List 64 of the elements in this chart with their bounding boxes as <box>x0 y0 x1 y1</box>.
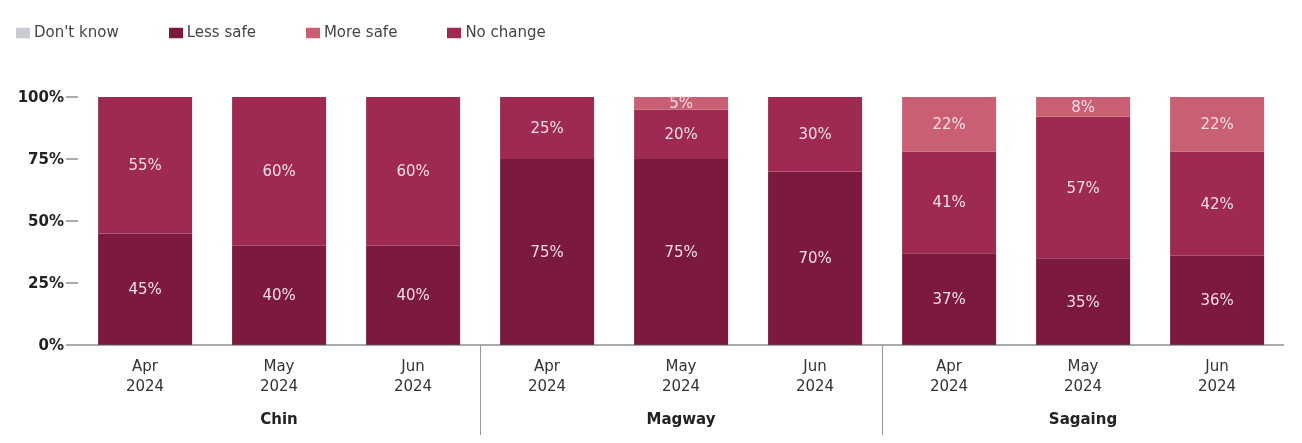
y-tick-label: 100% <box>17 88 64 107</box>
data-label: 8% <box>1071 97 1095 116</box>
data-label: 75% <box>664 243 698 261</box>
x-tick-label: Jun 2024 <box>393 357 433 395</box>
data-label: 22% <box>932 115 966 134</box>
bar <box>1036 258 1131 345</box>
legend-label: More safe <box>323 23 398 41</box>
x-tick-label: Apr 2024 <box>125 357 165 395</box>
data-label: 41% <box>932 193 966 212</box>
data-label: 55% <box>128 156 162 175</box>
data-label: 60% <box>396 162 430 181</box>
y-tick-label: 50% <box>28 212 64 231</box>
bar <box>634 159 729 345</box>
bar <box>768 97 863 172</box>
bar <box>1170 255 1265 345</box>
bar <box>500 159 595 345</box>
text: Sagaing <box>1047 410 1119 428</box>
bar <box>902 151 997 254</box>
y-tick-label: 75% <box>28 150 64 169</box>
x-tick-label: May 2024 <box>259 357 299 395</box>
data-label: 40% <box>396 286 430 305</box>
x-tick-label: Jun 2024 <box>795 357 835 395</box>
text: Chin <box>259 410 299 428</box>
bar <box>634 109 729 159</box>
bar <box>98 97 193 234</box>
bar <box>902 253 997 345</box>
data-label: 40% <box>262 286 296 305</box>
data-label: 60% <box>262 162 296 181</box>
data-label: 20% <box>664 125 698 144</box>
bar <box>500 97 595 159</box>
x-tick-label: Jun 2024 <box>1197 357 1237 395</box>
legend-label: Don't know <box>34 23 119 41</box>
bar <box>1170 151 1265 256</box>
x-tick-label: Apr 2024 <box>929 357 969 395</box>
bar <box>366 97 461 246</box>
data-label: 57% <box>1066 178 1100 197</box>
data-label: 35% <box>1066 292 1100 311</box>
data-label: 22% <box>1200 115 1234 134</box>
bar <box>232 245 327 345</box>
bar <box>1170 97 1265 152</box>
bar <box>98 233 193 345</box>
bar <box>232 97 327 246</box>
data-label: 70% <box>798 249 832 268</box>
text: Magway <box>645 410 717 428</box>
data-label: 42% <box>1200 194 1234 213</box>
y-tick-label: 0% <box>38 336 64 355</box>
x-tick-label: Apr 2024 <box>527 357 567 395</box>
bar <box>1036 97 1131 117</box>
x-tick-label: May 2024 <box>661 357 701 395</box>
bar <box>768 171 863 345</box>
data-label: 75% <box>530 243 564 261</box>
data-label: 45% <box>128 280 162 299</box>
bar <box>902 97 997 152</box>
bar <box>366 245 461 345</box>
data-label: 25% <box>530 119 564 137</box>
y-tick-label: 25% <box>28 274 64 293</box>
x-tick-label: May 2024 <box>1063 357 1103 395</box>
data-label: 5% <box>669 94 693 113</box>
data-label: 37% <box>932 290 966 309</box>
legend-label: Less safe <box>186 23 256 41</box>
data-label: 36% <box>1200 291 1234 310</box>
data-label: 30% <box>798 125 832 144</box>
bar <box>1036 116 1131 259</box>
legend-label: No change <box>465 23 546 41</box>
